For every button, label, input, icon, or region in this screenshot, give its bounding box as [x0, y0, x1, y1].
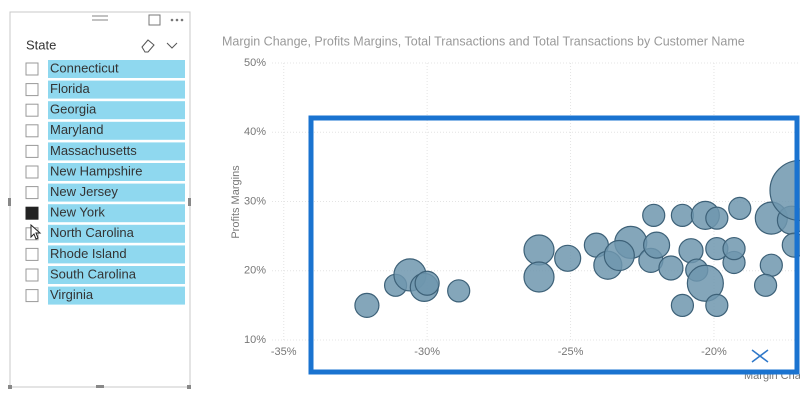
checkbox[interactable] — [25, 144, 39, 158]
x-tick-label: -20% — [701, 346, 727, 358]
bubble — [670, 293, 695, 318]
checkbox[interactable] — [25, 62, 39, 76]
bubble — [643, 231, 671, 259]
checkbox[interactable] — [25, 289, 39, 303]
y-tick-label: 10% — [244, 334, 266, 346]
bubble — [769, 159, 800, 222]
item-highlight[interactable] — [48, 60, 185, 78]
resize-handles — [8, 198, 191, 389]
item-highlight[interactable] — [48, 142, 185, 161]
bubble — [554, 244, 582, 272]
bubble — [447, 279, 471, 303]
drag-handle — [92, 15, 108, 21]
item-label: New Hampshire — [50, 163, 142, 178]
item-label: Maryland — [50, 122, 103, 137]
item-label: Rhode Island — [50, 246, 127, 261]
checkbox[interactable] — [25, 186, 39, 200]
item-highlight[interactable] — [48, 101, 185, 120]
bubble — [705, 293, 729, 318]
more-icon[interactable] — [170, 18, 184, 22]
checkbox[interactable] — [25, 165, 39, 179]
item-highlight[interactable] — [48, 286, 185, 305]
item-label: Georgia — [50, 102, 97, 117]
item-label: South Carolina — [50, 266, 137, 281]
y-tick-label: 20% — [244, 265, 266, 277]
focus-icon[interactable] — [148, 14, 161, 26]
bubble — [759, 253, 783, 277]
x-tick-label: -35% — [271, 346, 297, 358]
bubble — [686, 264, 724, 302]
item-highlight[interactable] — [48, 121, 185, 140]
item-highlight[interactable] — [48, 266, 185, 284]
item-highlight[interactable] — [48, 204, 185, 223]
item-label: Connecticut — [50, 60, 119, 75]
bubble — [705, 206, 729, 230]
bubble — [722, 236, 746, 261]
bubble — [523, 234, 555, 266]
y-tick-label: 40% — [244, 126, 266, 138]
item-highlight[interactable] — [48, 80, 185, 99]
bubble — [603, 239, 635, 272]
bubble — [658, 255, 684, 281]
item-label: Massachusetts — [50, 143, 137, 158]
checkbox[interactable] — [25, 103, 39, 117]
y-axis-label: Profits Margins — [230, 165, 242, 239]
dna-icon — [751, 349, 769, 363]
chevron-icon[interactable] — [166, 42, 178, 49]
bubble — [728, 196, 752, 221]
item-highlight[interactable] — [48, 163, 185, 181]
item-highlight[interactable] — [48, 245, 185, 264]
checkbox[interactable] — [25, 124, 39, 138]
cursor — [30, 223, 42, 240]
x-tick-label: -30% — [414, 346, 440, 358]
slicer-title: State — [26, 37, 56, 52]
x-tick-label: -25% — [558, 346, 584, 358]
bubble — [642, 203, 666, 227]
item-label: New Jersey — [50, 184, 118, 199]
item-highlight[interactable] — [48, 224, 185, 243]
highlight-box — [308, 115, 800, 375]
y-tick-label: 50% — [244, 57, 266, 69]
checkbox[interactable] — [25, 83, 39, 97]
item-highlight[interactable] — [48, 183, 185, 202]
item-label: Virginia — [50, 287, 94, 302]
bubble — [523, 261, 555, 293]
bubble — [414, 270, 440, 296]
item-label: Florida — [50, 81, 91, 96]
checkbox[interactable] — [25, 206, 39, 220]
bubble — [753, 273, 778, 297]
item-label: New York — [50, 205, 105, 220]
item-label: North Carolina — [50, 225, 135, 240]
checkbox[interactable] — [25, 247, 39, 261]
checkbox[interactable] — [25, 268, 39, 282]
chart-title: Margin Change, Profits Margins, Total Tr… — [222, 34, 745, 48]
bubble — [354, 292, 380, 319]
y-tick-label: 30% — [244, 195, 266, 207]
bubble — [670, 203, 695, 227]
eraser-icon[interactable] — [141, 39, 155, 53]
